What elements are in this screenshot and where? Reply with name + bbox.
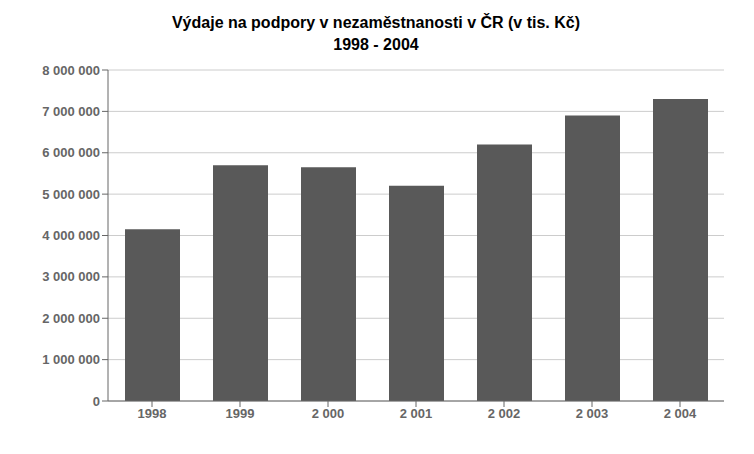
html-text:Výdaje na podpory v nezaměstna: Výdaje na podpory v nezaměstnanosti v ČR… [171, 14, 580, 31]
svg-text:0: 0 [93, 394, 100, 409]
svg-text:5 000 000: 5 000 000 [42, 187, 100, 202]
svg-text:2 002: 2 002 [488, 406, 521, 421]
svg-text:2 003: 2 003 [576, 406, 609, 421]
svg-text:7 000 000: 7 000 000 [42, 104, 100, 119]
svg-text:2 004: 2 004 [664, 406, 697, 421]
svg-text:2 001: 2 001 [400, 406, 433, 421]
svg-text:8 000 000: 8 000 000 [42, 63, 100, 78]
html-text:1998 - 2004: 1998 - 2004 [333, 36, 419, 53]
svg-text:1998: 1998 [138, 406, 167, 421]
svg-text:6 000 000: 6 000 000 [42, 145, 100, 160]
svg-text:1 000 000: 1 000 000 [42, 352, 100, 367]
svg-text:2 000 000: 2 000 000 [42, 311, 100, 326]
svg-text:2 000: 2 000 [312, 406, 345, 421]
svg-text:3 000 000: 3 000 000 [42, 269, 100, 284]
svg-text:4 000 000: 4 000 000 [42, 228, 100, 243]
svg-text:1999: 1999 [226, 406, 255, 421]
